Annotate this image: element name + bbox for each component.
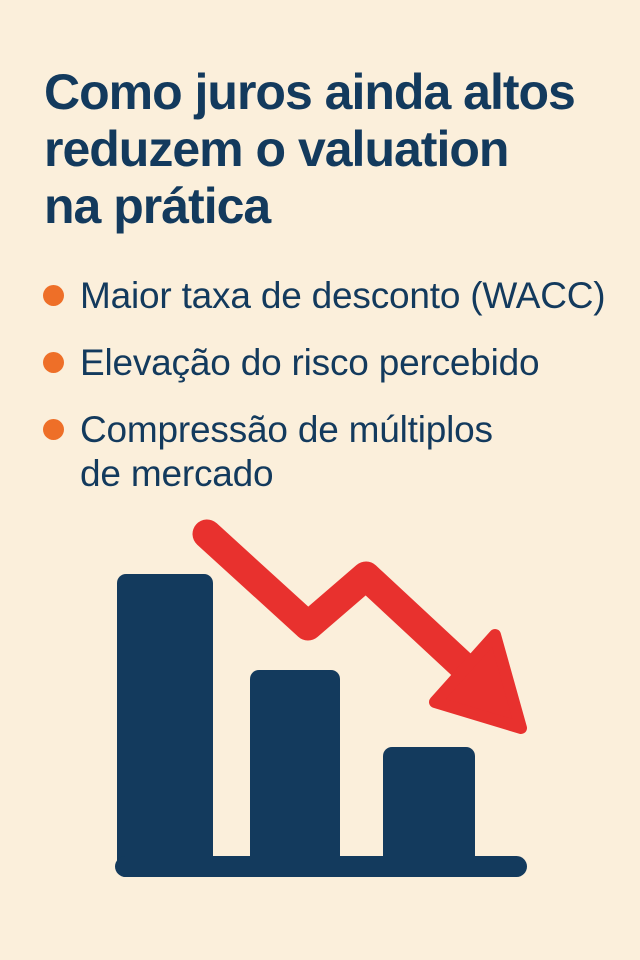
- bar-3: [383, 747, 475, 877]
- chart-baseline: [115, 856, 527, 877]
- trend-arrow-head-icon: [429, 629, 527, 734]
- bullet-text: Compressão de múltiplos de mercado: [80, 409, 493, 494]
- bullet-dot-icon: [43, 352, 64, 373]
- bullet-text: Maior taxa de desconto (WACC): [80, 275, 606, 316]
- bar-1: [117, 574, 213, 877]
- bullet-text: Elevação do risco percebido: [80, 342, 540, 383]
- bar-2: [250, 670, 340, 877]
- list-item: Elevação do risco percebido: [0, 341, 640, 385]
- list-item: Compressão de múltiplos de mercado: [0, 408, 640, 496]
- list-item: Maior taxa de desconto (WACC): [0, 274, 640, 318]
- page-title: Como juros ainda altos reduzem o valuati…: [44, 64, 576, 234]
- bullet-dot-icon: [43, 285, 64, 306]
- bullet-list: Maior taxa de desconto (WACC) Elevação d…: [0, 274, 640, 519]
- declining-bar-chart-illustration: [115, 519, 527, 877]
- trend-arrow-shaft: [192, 519, 480, 683]
- bullet-dot-icon: [43, 419, 64, 440]
